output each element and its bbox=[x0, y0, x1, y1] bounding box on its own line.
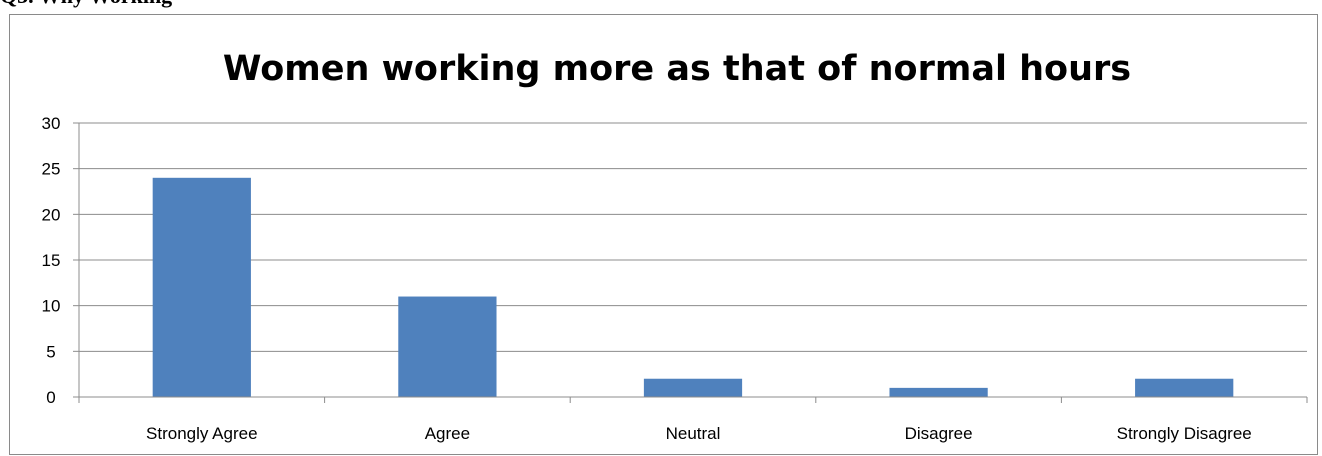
chart-title: Women working more as that of normal hou… bbox=[223, 49, 1131, 89]
gridlines bbox=[73, 122, 1307, 398]
x-tick-label: Disagree bbox=[905, 424, 973, 443]
y-tick-label: 15 bbox=[42, 251, 61, 270]
x-tick-label: Strongly Agree bbox=[146, 424, 258, 443]
bars bbox=[152, 177, 1234, 397]
y-tick-label: 5 bbox=[46, 342, 55, 361]
bar bbox=[152, 177, 251, 397]
axes bbox=[78, 123, 1308, 403]
y-tick-label: 30 bbox=[42, 114, 61, 133]
bar bbox=[1135, 378, 1234, 397]
y-tick-label: 25 bbox=[42, 160, 61, 179]
bar bbox=[889, 387, 988, 397]
y-tick-label: 20 bbox=[42, 205, 61, 224]
x-tick-label: Agree bbox=[425, 424, 470, 443]
x-tick-label: Neutral bbox=[666, 424, 721, 443]
bar bbox=[398, 296, 497, 397]
y-tick-labels: 0 5 10 15 20 25 30 bbox=[42, 114, 61, 407]
x-tick-label: Strongly Disagree bbox=[1117, 424, 1252, 443]
y-tick-label: 0 bbox=[46, 388, 55, 407]
page-heading: Q3. Why Working bbox=[0, 0, 172, 11]
y-tick-label: 10 bbox=[42, 297, 61, 316]
x-tick-labels: Strongly Agree Agree Neutral Disagree Strong… bbox=[146, 424, 1252, 443]
bar bbox=[643, 378, 743, 397]
